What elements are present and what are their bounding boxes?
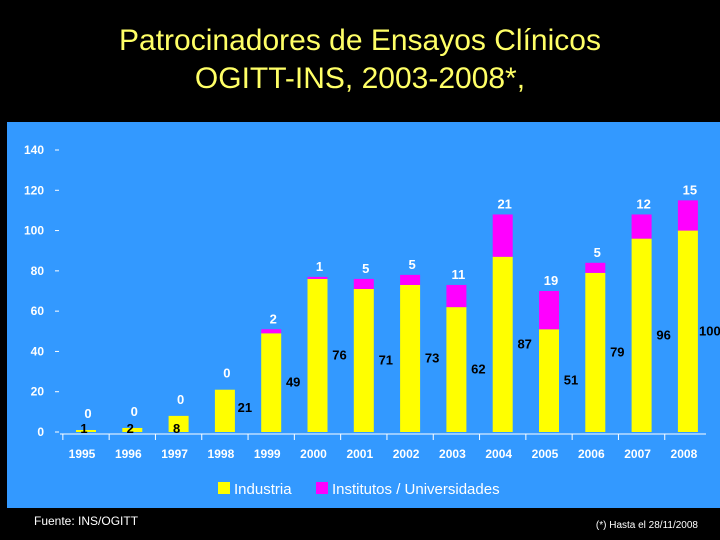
industria-value-label: 2 — [127, 421, 134, 436]
bar-institutos — [261, 329, 282, 334]
bar-institutos — [677, 200, 698, 231]
y-tick-label: 60 — [31, 304, 45, 318]
institutos-value-label: 5 — [362, 261, 369, 276]
x-tick-label: 1996 — [115, 447, 142, 461]
bar-industria — [307, 278, 328, 432]
legend-label-industria: Industria — [234, 481, 292, 498]
bar-industria — [214, 389, 235, 432]
y-tick-label: 100 — [24, 224, 44, 238]
bar-institutos — [492, 214, 513, 257]
legend-swatch-institutos — [316, 482, 328, 494]
y-tick-label: 20 — [31, 385, 45, 399]
x-tick-label: 2004 — [485, 447, 512, 461]
bar-institutos — [446, 284, 467, 308]
x-tick-label: 2005 — [532, 447, 559, 461]
industria-value-label: 73 — [425, 350, 439, 365]
date-note: (*) Hasta el 28/11/2008 — [595, 520, 698, 531]
chart-title-line2: OGITT-INS, 2003-2008*, — [194, 62, 526, 95]
y-tick-label: 120 — [24, 183, 44, 197]
bar-industria — [122, 427, 143, 432]
institutos-value-label: 21 — [497, 196, 511, 211]
bar-industria — [168, 415, 189, 432]
industria-value-label: 1 — [80, 421, 87, 436]
institutos-value-label: 1 — [316, 259, 323, 274]
institutos-value-label: 5 — [408, 257, 415, 272]
institutos-value-label: 0 — [131, 404, 138, 419]
y-tick-label: 0 — [37, 425, 44, 439]
bar-industria — [446, 307, 467, 432]
institutos-value-label: 11 — [452, 267, 466, 282]
bar-institutos — [353, 278, 374, 289]
industria-value-label: 76 — [332, 347, 346, 362]
industria-value-label: 79 — [610, 344, 624, 359]
bar-industria — [400, 284, 421, 432]
x-tick-label: 2008 — [671, 447, 698, 461]
institutos-value-label: 15 — [683, 182, 697, 197]
x-tick-label: 1999 — [254, 447, 281, 461]
institutos-value-label: 0 — [177, 392, 184, 407]
y-tick-label: 80 — [31, 264, 45, 278]
bar-industria — [353, 288, 374, 432]
institutos-value-label: 19 — [544, 273, 558, 288]
x-tick-label: 2001 — [346, 447, 373, 461]
institutos-value-label: 0 — [223, 366, 230, 381]
industria-value-label: 71 — [379, 352, 393, 367]
industria-value-label: 8 — [173, 421, 180, 436]
institutos-value-label: 12 — [636, 196, 650, 211]
y-tick-label: 40 — [31, 344, 45, 358]
industria-value-label: 62 — [471, 362, 485, 377]
x-tick-label: 1995 — [69, 447, 96, 461]
chart-title: Patrocinadores de Ensayos Clínicos OGITT… — [0, 22, 720, 98]
bar-institutos — [539, 291, 559, 330]
bar-industria — [677, 230, 698, 432]
industria-value-label: 21 — [238, 400, 252, 415]
industria-value-label: 96 — [656, 327, 670, 342]
bar-industria — [631, 238, 652, 432]
x-tick-label: 2006 — [578, 447, 605, 461]
bar-institutos — [400, 274, 421, 285]
industria-value-label: 51 — [564, 373, 578, 388]
x-tick-label: 2002 — [393, 447, 420, 461]
source-note: Fuente: INS/OGITT — [34, 514, 139, 528]
bar-industria — [539, 329, 559, 432]
bar-institutos — [307, 276, 328, 279]
x-tick-label: 2007 — [624, 447, 651, 461]
bar-institutos — [631, 214, 652, 239]
chart-title-line1: Patrocinadores de Ensayos Clínicos — [119, 24, 601, 57]
legend-label-institutos: Institutos / Universidades — [332, 481, 500, 498]
y-tick-label: 140 — [24, 143, 44, 157]
industria-value-label: 87 — [517, 336, 531, 351]
industria-value-label: 49 — [286, 375, 300, 390]
bar-industria — [492, 256, 513, 432]
institutos-value-label: 0 — [84, 406, 91, 421]
x-tick-label: 1997 — [161, 447, 188, 461]
x-tick-label: 2003 — [439, 447, 466, 461]
bar-institutos — [585, 262, 606, 273]
bar-industria — [76, 429, 96, 432]
institutos-value-label: 5 — [594, 245, 601, 260]
institutos-value-label: 2 — [270, 311, 277, 326]
x-tick-label: 2000 — [300, 447, 327, 461]
bar-industria — [585, 272, 606, 432]
bar-industria — [261, 333, 282, 432]
legend-swatch-industria — [218, 482, 230, 494]
industria-value-label: 100 — [699, 323, 720, 338]
x-tick-label: 1998 — [208, 447, 235, 461]
